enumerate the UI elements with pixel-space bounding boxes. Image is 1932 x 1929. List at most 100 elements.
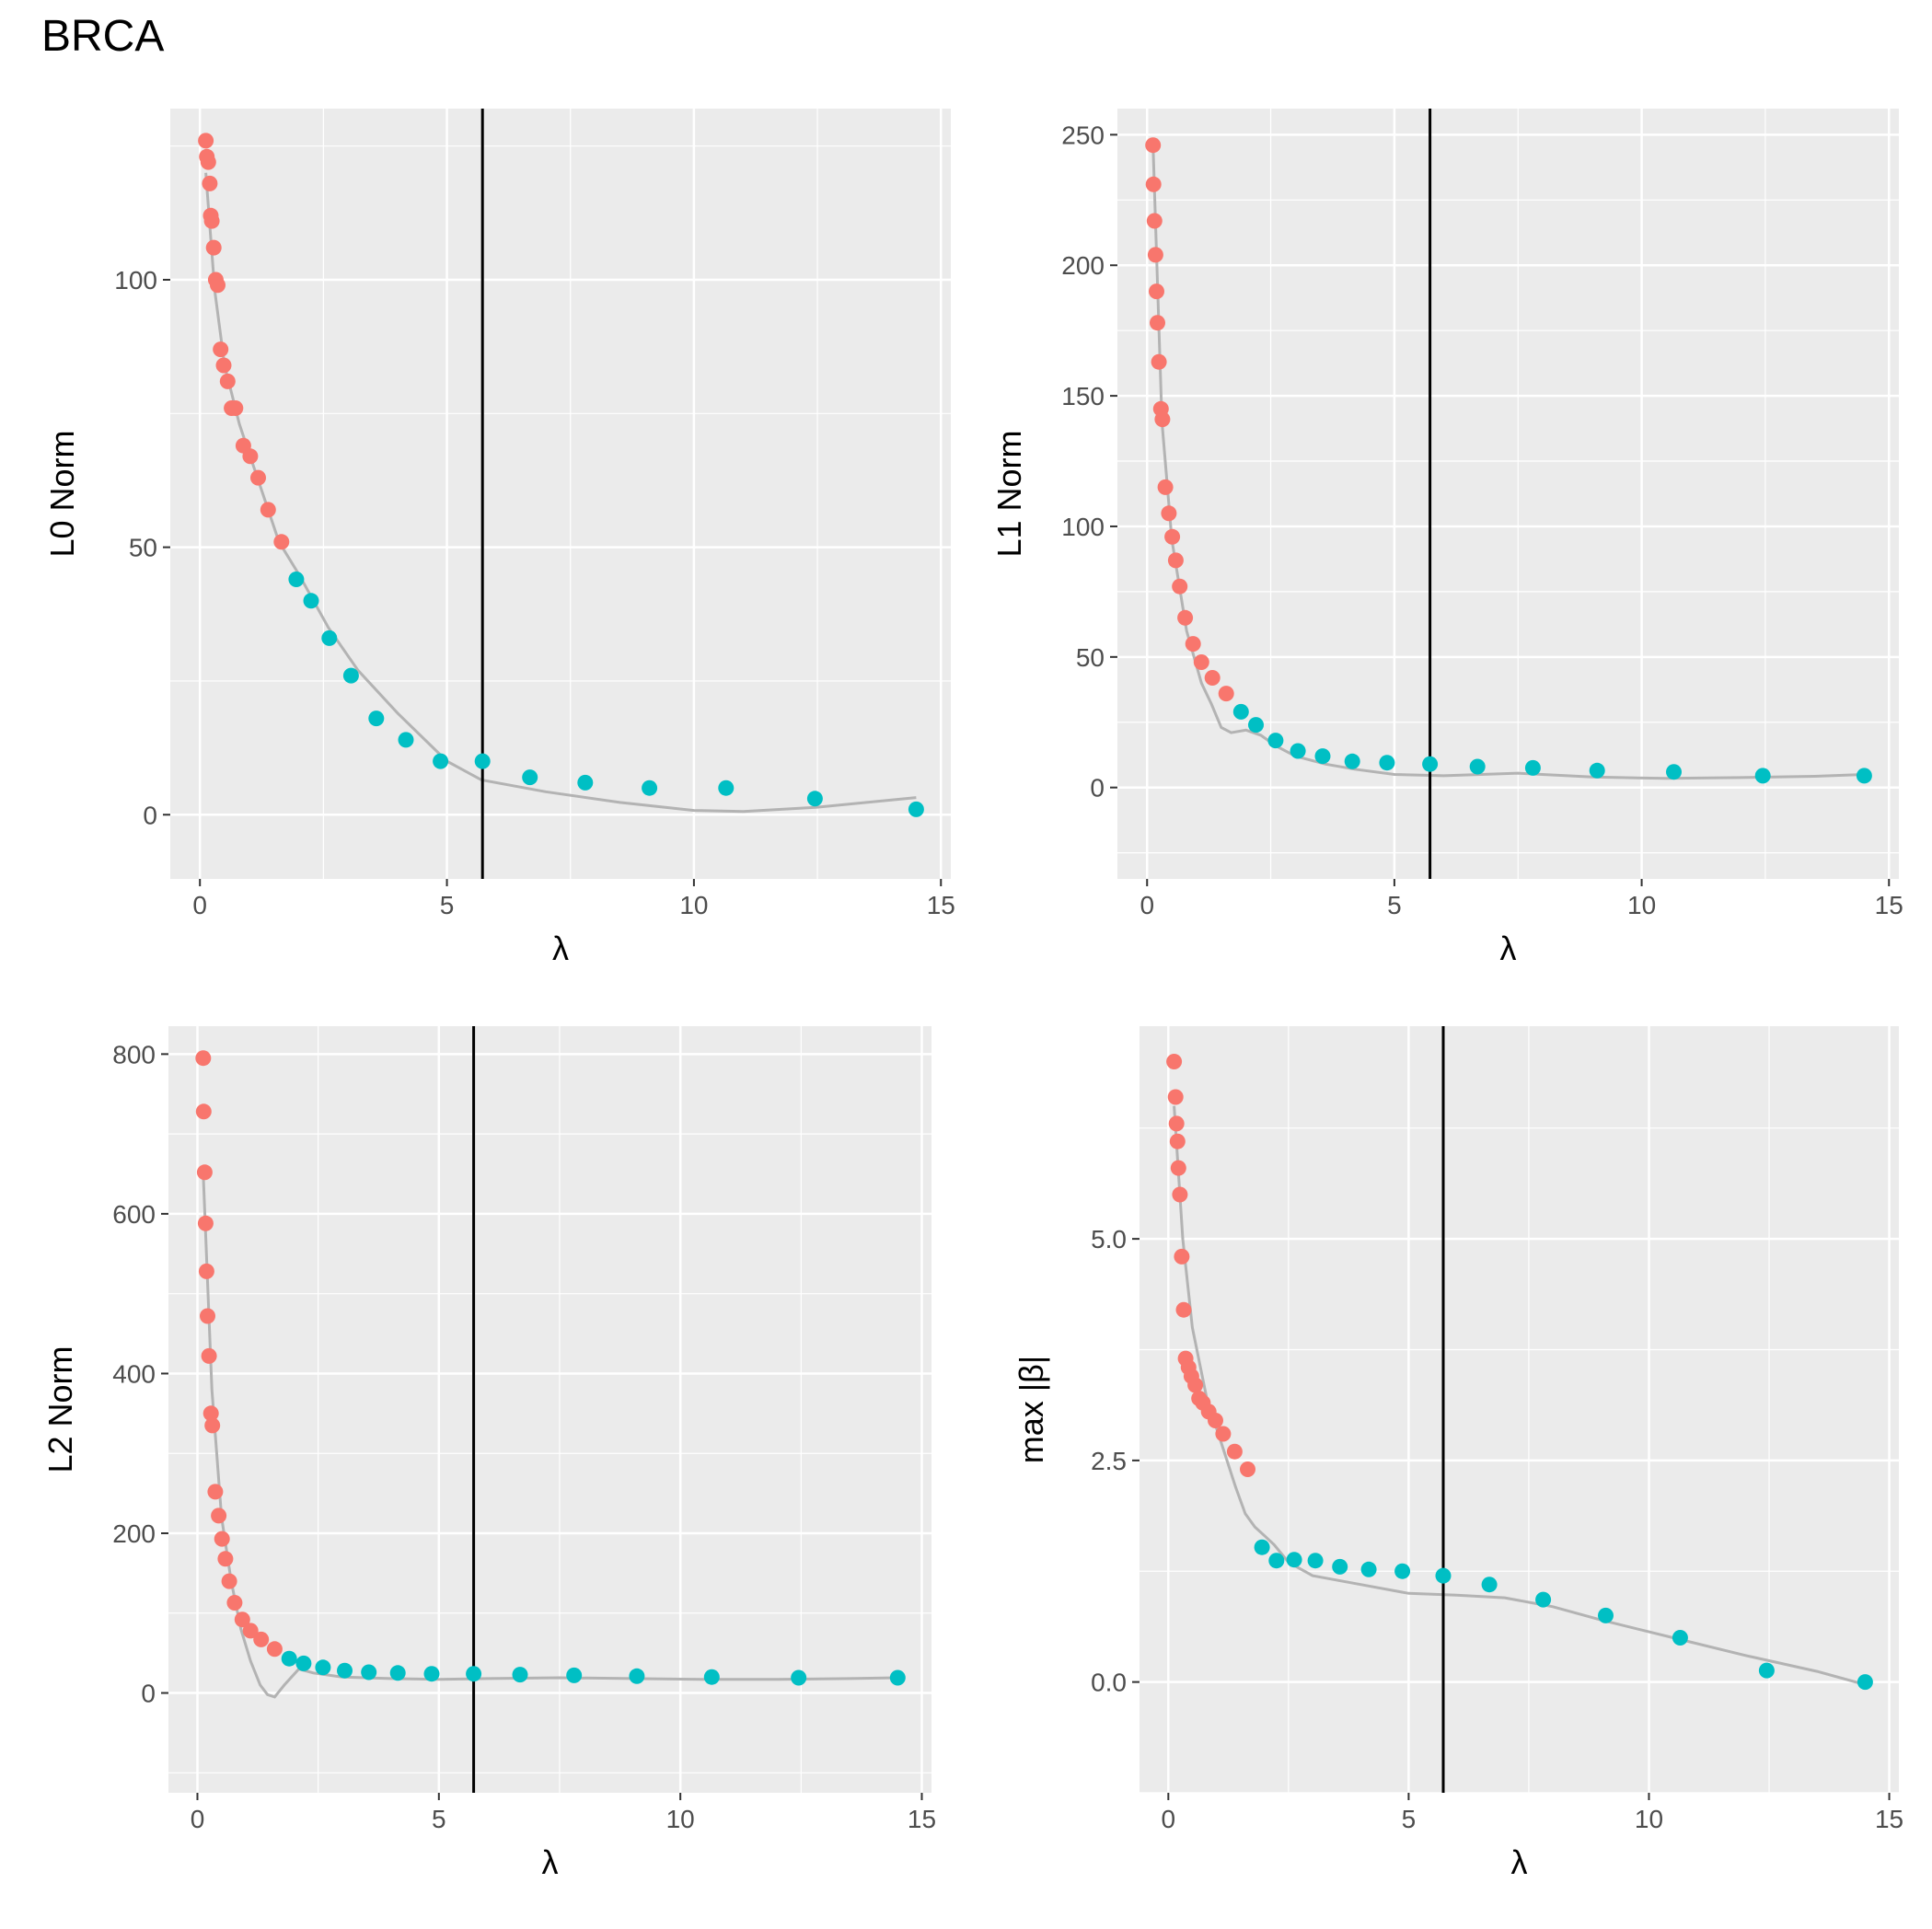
y-tick-label: 200 xyxy=(112,1519,156,1548)
data-point-teal xyxy=(629,1668,645,1684)
data-point-teal xyxy=(889,1669,906,1686)
data-point-teal xyxy=(1332,1558,1348,1575)
y-tick-label: 5.0 xyxy=(1091,1225,1127,1253)
data-point-red xyxy=(1170,1160,1186,1176)
data-point-red xyxy=(266,1641,283,1658)
data-point-teal xyxy=(1286,1552,1302,1568)
data-point-red xyxy=(1145,176,1162,192)
data-point-red xyxy=(1151,353,1167,370)
data-point-red xyxy=(217,1551,234,1567)
data-point-teal xyxy=(512,1667,528,1683)
data-point-red xyxy=(201,1347,217,1364)
x-tick-label: 10 xyxy=(1627,891,1656,919)
data-point-red xyxy=(211,1507,227,1524)
data-point-teal xyxy=(288,572,305,587)
data-point-teal xyxy=(321,630,338,646)
data-point-red xyxy=(198,133,214,149)
data-point-teal xyxy=(1435,1567,1452,1584)
data-point-red xyxy=(214,1530,230,1547)
data-point-teal xyxy=(1379,755,1395,771)
data-point-teal xyxy=(1248,717,1264,733)
x-tick-label: 10 xyxy=(679,891,708,919)
data-point-red xyxy=(1146,213,1163,229)
y-axis-title: L1 Norm xyxy=(990,430,1028,557)
data-point-red xyxy=(210,277,226,294)
data-point-red xyxy=(197,1215,214,1231)
x-tick-label: 5 xyxy=(1402,1805,1417,1833)
data-point-red xyxy=(1149,283,1164,300)
data-point-red xyxy=(200,1308,215,1324)
y-tick-label: 150 xyxy=(1061,382,1105,410)
data-point-teal xyxy=(806,791,823,807)
data-point-teal xyxy=(1307,1553,1324,1569)
data-point-teal xyxy=(1856,768,1872,784)
panel-background xyxy=(168,1026,931,1793)
data-point-teal xyxy=(303,593,319,609)
y-tick-label: 250 xyxy=(1061,121,1105,149)
x-tick-label: 0 xyxy=(1140,891,1154,919)
data-point-red xyxy=(219,373,236,389)
data-point-teal xyxy=(342,667,359,684)
x-tick-label: 15 xyxy=(1875,891,1903,919)
data-point-red xyxy=(204,1417,221,1434)
data-point-teal xyxy=(1394,1563,1411,1579)
x-tick-label: 15 xyxy=(1875,1805,1903,1833)
y-tick-label: 200 xyxy=(1061,251,1105,280)
data-point-teal xyxy=(1267,733,1284,749)
y-tick-label: 800 xyxy=(112,1040,156,1068)
y-tick-label: 50 xyxy=(129,534,157,562)
data-point-red xyxy=(1187,1377,1204,1393)
data-point-red xyxy=(260,502,276,518)
data-point-teal xyxy=(703,1669,720,1685)
data-point-red xyxy=(207,1484,224,1500)
data-point-teal xyxy=(281,1650,297,1667)
y-tick-label: 100 xyxy=(1061,513,1105,541)
data-point-teal xyxy=(368,710,385,727)
panel-background xyxy=(170,109,951,879)
data-point-teal xyxy=(389,1665,406,1681)
data-point-teal xyxy=(423,1666,440,1682)
data-point-teal xyxy=(1481,1577,1498,1593)
data-point-red xyxy=(215,357,232,374)
y-tick-label: 0 xyxy=(1090,774,1105,803)
data-point-red xyxy=(1167,1089,1184,1105)
data-point-teal xyxy=(642,780,658,796)
data-point-teal xyxy=(315,1659,331,1676)
y-tick-label: 100 xyxy=(114,266,157,295)
data-point-red xyxy=(1177,609,1194,626)
data-point-teal xyxy=(522,769,538,786)
data-point-red xyxy=(1172,578,1188,595)
data-point-teal xyxy=(361,1664,377,1681)
data-point-teal xyxy=(474,753,491,769)
data-point-red xyxy=(1240,1461,1255,1477)
x-tick-label: 5 xyxy=(440,891,455,919)
x-axis-title: λ xyxy=(1500,930,1517,967)
x-tick-label: 10 xyxy=(1635,1805,1663,1833)
data-point-red xyxy=(198,1263,214,1279)
data-point-teal xyxy=(433,753,449,769)
y-tick-label: 0 xyxy=(141,1680,156,1708)
data-point-red xyxy=(200,154,216,170)
data-point-red xyxy=(205,239,222,256)
data-point-teal xyxy=(1422,756,1439,772)
panel-3: 0 5 10 15 0 200 400 600 800 λ L2 Norm xyxy=(41,1026,936,1881)
x-tick-label: 10 xyxy=(666,1805,695,1833)
data-point-teal xyxy=(1360,1561,1377,1577)
x-tick-label: 5 xyxy=(432,1805,446,1833)
data-point-red xyxy=(195,1050,212,1067)
data-point-red xyxy=(1169,1133,1186,1149)
y-tick-label: 0.0 xyxy=(1091,1669,1127,1697)
data-point-teal xyxy=(1589,762,1605,779)
data-point-red xyxy=(250,469,266,486)
data-point-teal xyxy=(466,1666,482,1682)
data-point-teal xyxy=(1666,764,1682,780)
data-point-teal xyxy=(1754,768,1771,784)
data-point-red xyxy=(1147,247,1163,263)
data-point-teal xyxy=(577,774,594,791)
y-tick-label: 600 xyxy=(112,1200,156,1229)
data-point-red xyxy=(1215,1426,1232,1442)
data-point-red xyxy=(1193,654,1209,670)
data-point-teal xyxy=(1598,1607,1614,1623)
